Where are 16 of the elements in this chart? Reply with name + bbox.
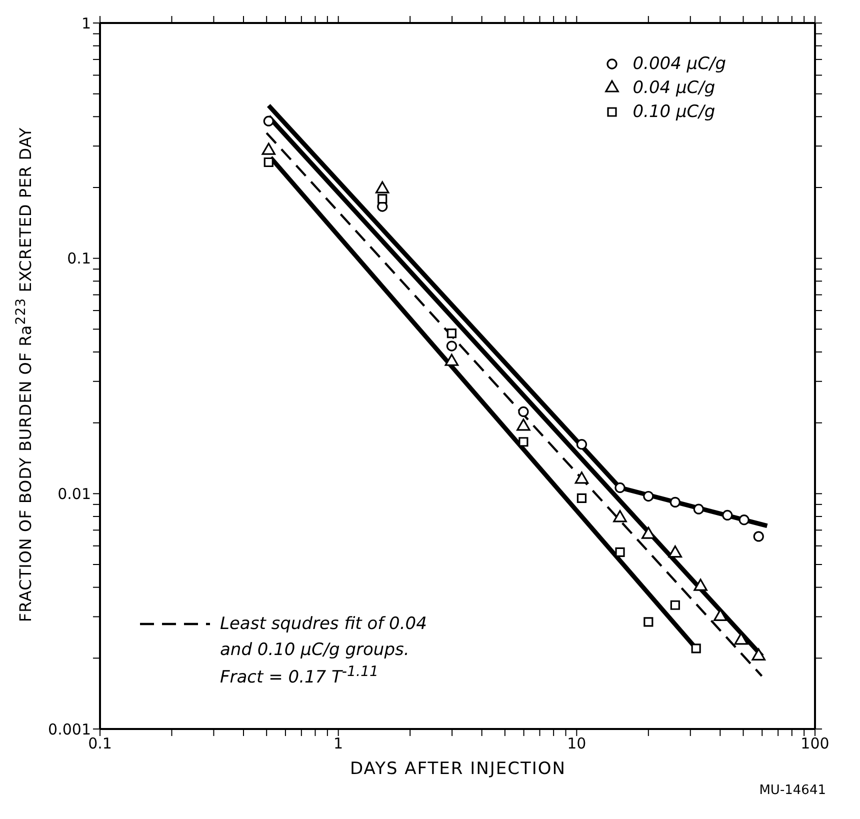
x-tick-label: 1 xyxy=(334,734,344,753)
x-tick-label: 0.1 xyxy=(88,734,112,753)
x-tick-label: 10 xyxy=(567,734,586,753)
y-tick-label: 0.01 xyxy=(58,484,91,503)
annotation: Fract = 0.17 T$^{-1.11}$ xyxy=(220,664,379,688)
text: MU-14641 xyxy=(759,783,826,798)
annotation: Least squdres fit of 0.04 xyxy=(220,614,427,634)
y-tick-label: 0.1 xyxy=(67,250,91,268)
legend-label: 0.10 μC/g xyxy=(632,102,716,122)
annotation: and 0.10 μC/g groups. xyxy=(220,640,410,660)
legend-label: 0.004 μC/g xyxy=(632,54,726,74)
legend-label: 0.04 μC/g xyxy=(632,78,716,98)
y-tick-label: 1 xyxy=(81,14,91,32)
y-tick-label: 0.001 xyxy=(48,720,91,738)
x-axis-title: DAYS AFTER INJECTION xyxy=(349,759,567,779)
x-tick-label: 100 xyxy=(800,734,830,753)
